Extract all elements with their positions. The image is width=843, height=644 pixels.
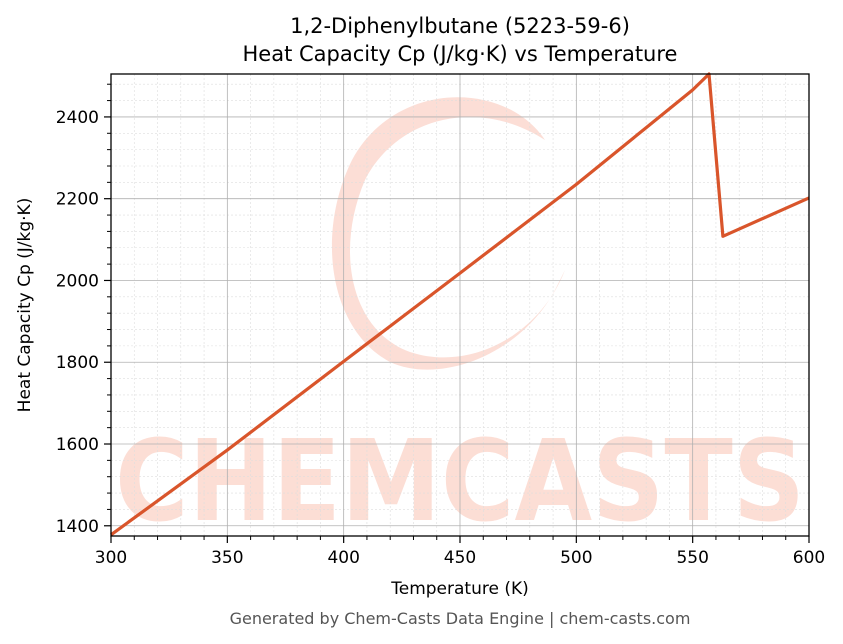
x-tick-label: 400 xyxy=(327,548,359,568)
y-tick-label: 2400 xyxy=(56,108,99,128)
x-tick-label: 500 xyxy=(560,548,592,568)
x-axis-label: Temperature (K) xyxy=(390,579,529,599)
heat-capacity-line xyxy=(110,72,810,537)
chart-title-line2: Heat Capacity Cp (J/kg·K) vs Temperature xyxy=(243,42,678,66)
y-axis-label: Heat Capacity Cp (J/kg·K) xyxy=(15,198,35,413)
x-tick-label: 600 xyxy=(793,548,825,568)
y-tick-label: 2000 xyxy=(56,271,99,291)
x-tick-label: 350 xyxy=(211,548,243,568)
x-axis-ticks: 300 350 400 450 500 550 600 xyxy=(95,536,825,568)
y-tick-label: 1400 xyxy=(56,517,99,537)
y-axis-ticks: 1400 1600 1800 2000 2200 2400 xyxy=(56,83,111,537)
y-tick-label: 1800 xyxy=(56,353,99,373)
chart-title-line1: 1,2-Diphenylbutane (5223-59-6) xyxy=(290,14,630,38)
x-tick-label: 450 xyxy=(444,548,476,568)
x-tick-label: 550 xyxy=(676,548,708,568)
x-tick-label: 300 xyxy=(95,548,127,568)
y-tick-label: 2200 xyxy=(56,190,99,210)
footer-credit: Generated by Chem-Casts Data Engine | ch… xyxy=(230,609,691,628)
y-tick-label: 1600 xyxy=(56,435,99,455)
